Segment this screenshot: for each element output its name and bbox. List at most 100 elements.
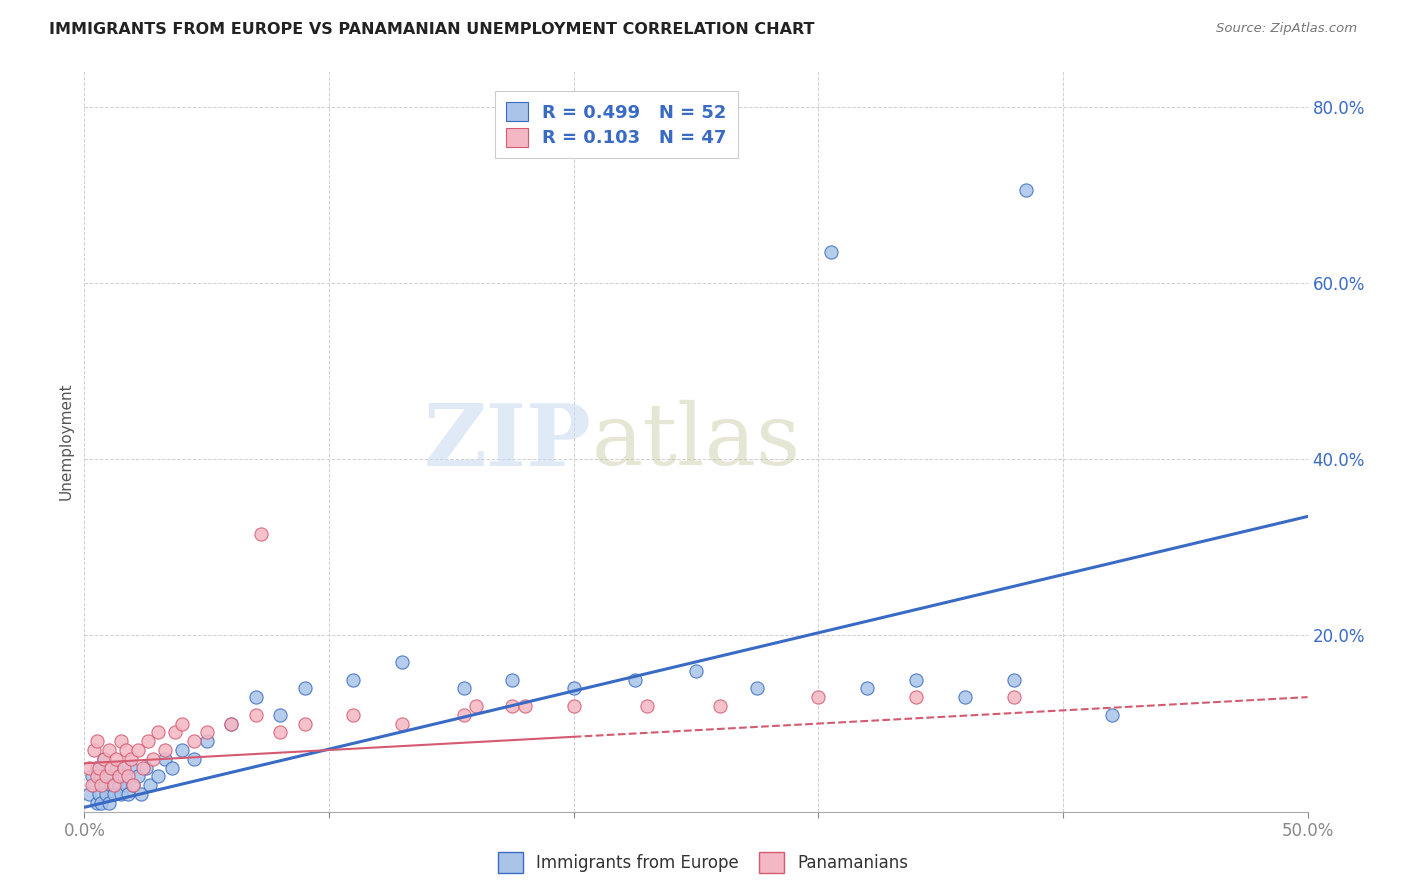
Point [120,761,142,775]
Point [153,743,176,757]
Point [172,743,194,757]
Point [1015,183,1038,197]
Text: Source: ZipAtlas.com: Source: ZipAtlas.com [1216,22,1357,36]
Point [294,716,316,731]
Point [103,787,125,801]
Point [153,752,176,766]
Point [86,769,108,783]
Point [219,716,242,731]
Point [342,673,364,687]
Point [93,752,115,766]
Point [112,761,135,775]
Point [502,673,524,687]
Point [464,698,486,713]
Legend: Immigrants from Europe, Panamanians: Immigrants from Europe, Panamanians [491,846,915,880]
Point [86,796,108,810]
Point [107,778,129,792]
Point [107,769,129,783]
Point [132,761,155,775]
Point [80,769,103,783]
Point [453,681,475,696]
Point [139,778,162,792]
Y-axis label: Unemployment: Unemployment [58,383,73,500]
Point [127,769,149,783]
Point [105,761,128,775]
Point [90,778,112,792]
Point [562,681,585,696]
Point [905,673,928,687]
Point [636,698,658,713]
Point [77,787,100,801]
Point [747,681,769,696]
Point [807,690,830,705]
Point [1101,707,1123,722]
Point [120,752,142,766]
Point [122,778,145,792]
Point [90,796,112,810]
Point [117,769,139,783]
Point [103,778,125,792]
Point [96,787,118,801]
Point [127,743,149,757]
Point [117,787,139,801]
Point [110,734,132,748]
Point [709,698,731,713]
Point [86,761,108,775]
Point [183,752,205,766]
Point [905,690,928,705]
Point [100,761,122,775]
Point [83,778,105,792]
Point [96,769,118,783]
Point [93,752,115,766]
Point [1002,673,1025,687]
Point [105,752,128,766]
Point [135,761,157,775]
Text: atlas: atlas [592,400,801,483]
Point [97,769,120,783]
Legend: R = 0.499   N = 52, R = 0.103   N = 47: R = 0.499 N = 52, R = 0.103 N = 47 [495,92,738,158]
Point [100,778,122,792]
Point [90,769,112,783]
Point [110,787,132,801]
Point [77,761,100,775]
Point [245,707,267,722]
Point [97,743,120,757]
Point [342,707,364,722]
Point [269,707,291,722]
Point [146,769,169,783]
Point [115,778,138,792]
Point [83,743,105,757]
Point [391,655,413,669]
Point [86,734,108,748]
Point [129,787,152,801]
Point [856,681,879,696]
Point [249,527,271,541]
Point [142,752,165,766]
Point [87,787,110,801]
Point [219,716,242,731]
Point [172,716,194,731]
Point [195,734,218,748]
Point [245,690,267,705]
Text: ZIP: ZIP [425,400,592,483]
Point [183,734,205,748]
Point [122,778,145,792]
Text: IMMIGRANTS FROM EUROPE VS PANAMANIAN UNEMPLOYMENT CORRELATION CHART: IMMIGRANTS FROM EUROPE VS PANAMANIAN UNE… [49,22,814,37]
Point [195,725,218,739]
Point [1002,690,1025,705]
Point [162,761,184,775]
Point [269,725,291,739]
Point [115,743,138,757]
Point [146,725,169,739]
Point [136,734,159,748]
Point [87,761,110,775]
Point [163,725,186,739]
Point [685,664,707,678]
Point [294,681,316,696]
Point [562,698,585,713]
Point [953,690,976,705]
Point [513,698,536,713]
Point [93,778,115,792]
Point [112,769,135,783]
Point [624,673,647,687]
